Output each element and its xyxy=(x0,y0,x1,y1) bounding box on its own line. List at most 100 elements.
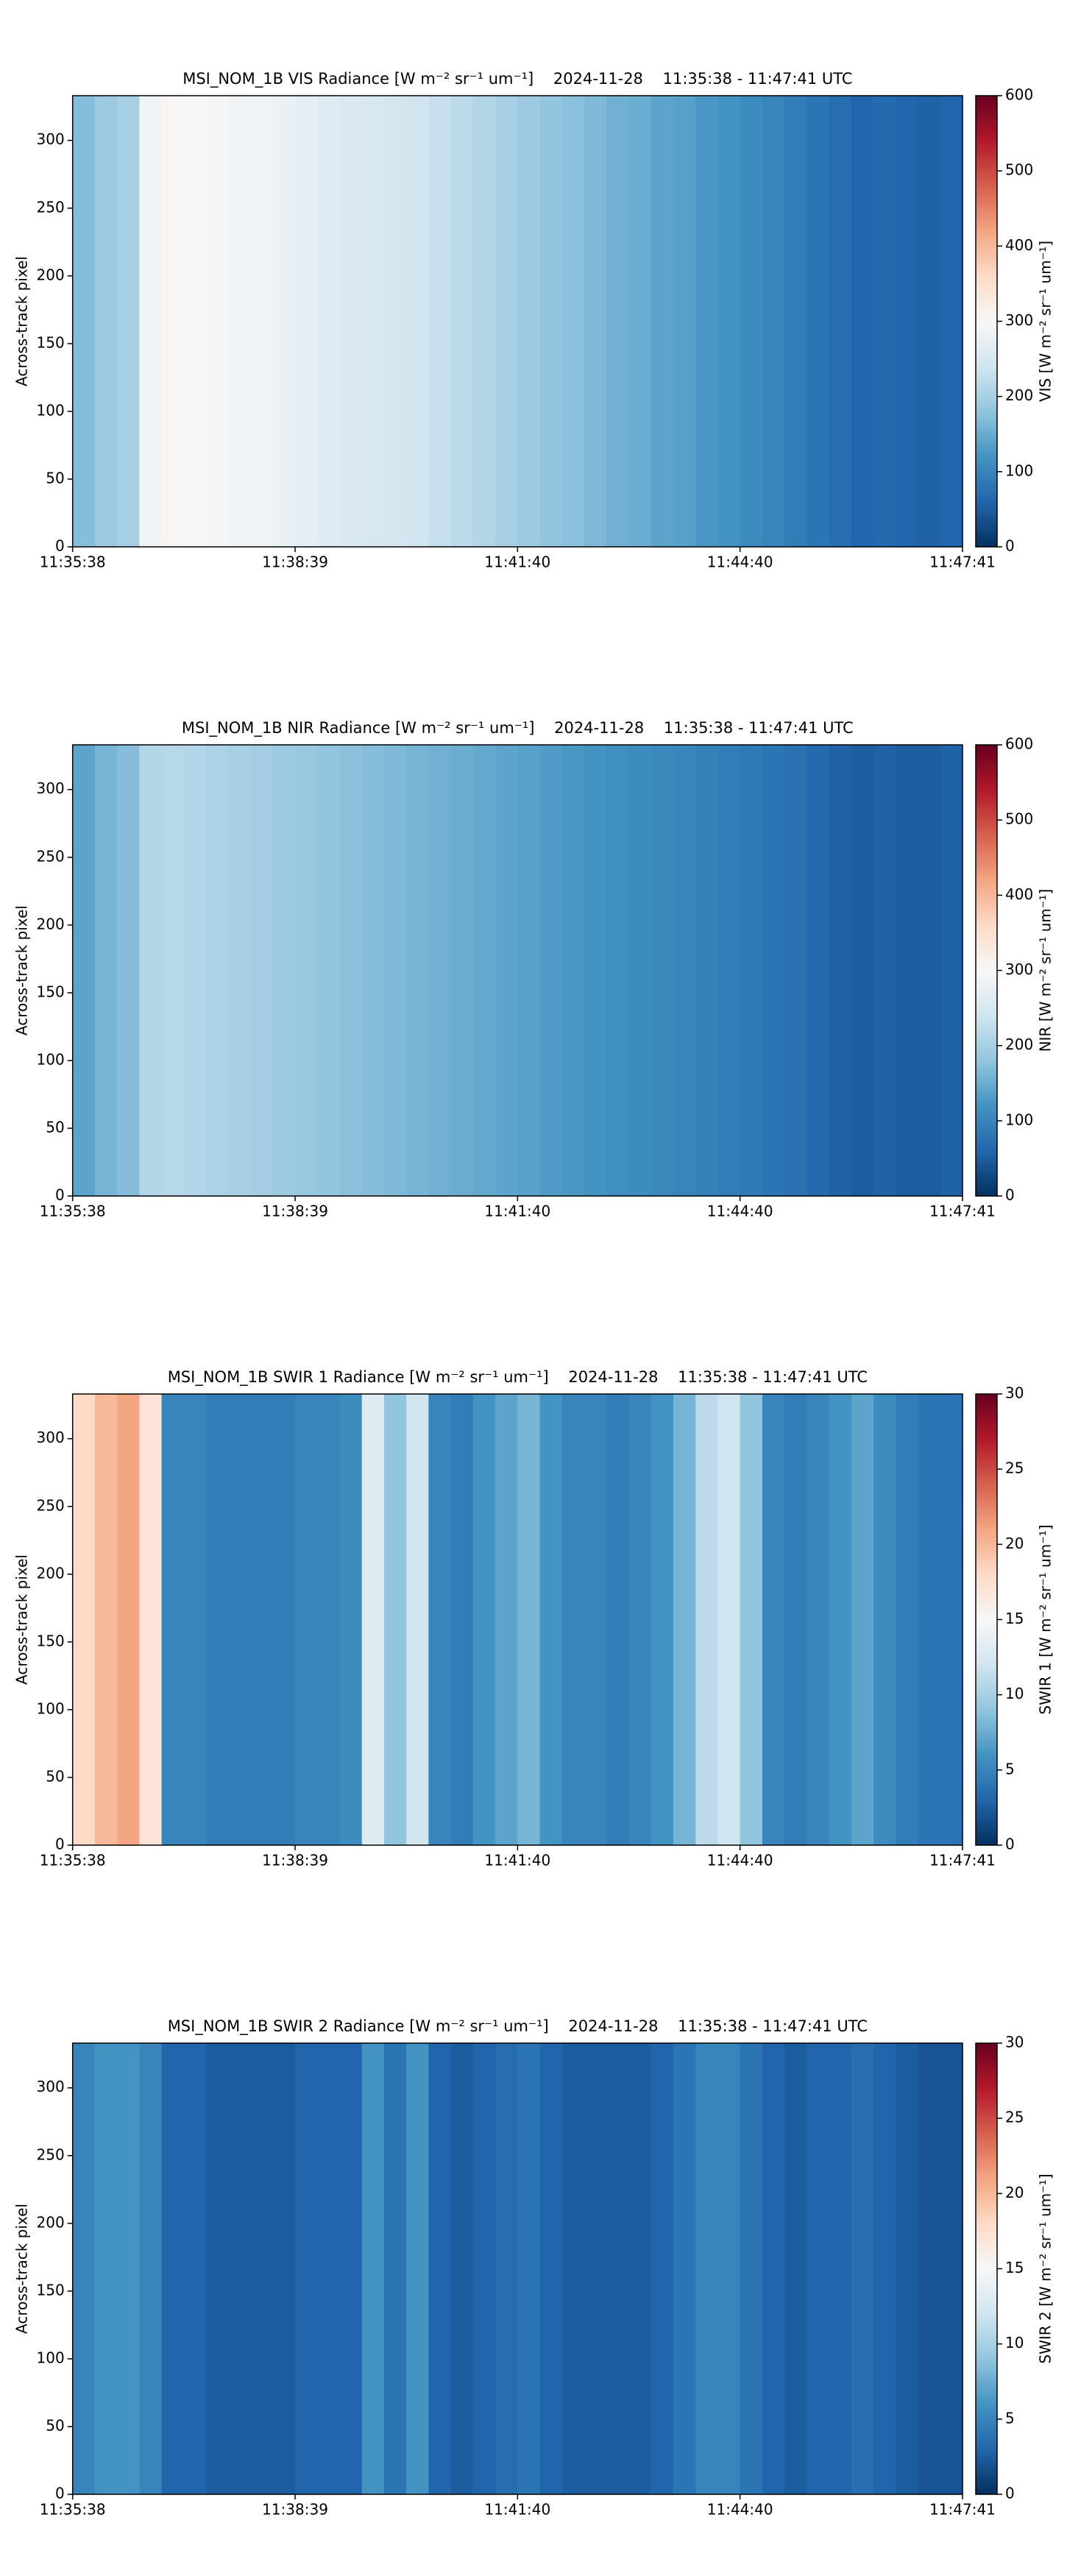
y-tick-label: 200 xyxy=(37,1564,65,1582)
heatmap-cell xyxy=(317,745,341,1196)
chart-title: MSI_NOM_1B SWIR 2 Radiance [W m⁻² sr⁻¹ u… xyxy=(168,2017,868,2036)
heatmap-cell xyxy=(628,1394,652,1845)
colorbar-tick-label: 20 xyxy=(1005,2184,1024,2201)
heatmap-cell xyxy=(250,2043,274,2494)
heatmap-cell xyxy=(139,1394,163,1845)
chart-title: MSI_NOM_1B SWIR 1 Radiance [W m⁻² sr⁻¹ u… xyxy=(168,1368,868,1387)
heatmap-cell xyxy=(740,2043,763,2494)
heatmap-cell xyxy=(495,96,518,547)
heatmap-cell xyxy=(228,1394,252,1845)
heatmap-cell xyxy=(606,2043,630,2494)
heatmap-cell xyxy=(539,2043,563,2494)
heatmap-cell xyxy=(206,2043,229,2494)
heatmap-cell xyxy=(183,1394,207,1845)
y-tick-label: 250 xyxy=(37,2145,65,2163)
colorbar xyxy=(975,2042,998,2495)
colorbar-tick-label: 200 xyxy=(1005,1036,1033,1053)
heatmap-cell xyxy=(561,96,585,547)
heatmap-cell xyxy=(517,2043,541,2494)
heatmap-cell xyxy=(72,745,96,1196)
heatmap-cell xyxy=(295,745,318,1196)
heatmap-cell xyxy=(628,745,652,1196)
heatmap-cell xyxy=(940,745,963,1196)
heatmap-cell xyxy=(851,745,874,1196)
heatmap-cell xyxy=(673,1394,696,1845)
x-tick-label: 11:41:40 xyxy=(484,553,550,571)
heatmap-cell xyxy=(918,96,941,547)
heatmap-cell xyxy=(272,2043,296,2494)
y-tick-label: 150 xyxy=(37,333,65,351)
heatmap-cell xyxy=(517,745,541,1196)
heatmap-cell xyxy=(807,745,830,1196)
y-tick-label: 100 xyxy=(37,1699,65,1717)
heatmap-cell xyxy=(228,745,252,1196)
heatmap-cell xyxy=(272,745,296,1196)
heatmap-cell xyxy=(72,96,96,547)
heatmap-cell xyxy=(695,96,719,547)
y-tick-label: 50 xyxy=(46,2416,64,2434)
colorbar-tick-label: 5 xyxy=(1005,1760,1015,1777)
heatmap-cell xyxy=(584,96,607,547)
heatmap-cell xyxy=(539,745,563,1196)
y-tick-label: 250 xyxy=(37,1496,65,1514)
heatmap-cell xyxy=(829,96,852,547)
heatmap-cell xyxy=(784,96,807,547)
heatmap-cell xyxy=(317,1394,341,1845)
heatmap-cell xyxy=(717,745,741,1196)
heatmap-cell xyxy=(139,96,163,547)
y-tick-label: 300 xyxy=(37,2078,65,2095)
heatmap-cell xyxy=(206,745,229,1196)
colorbar-tick-label: 100 xyxy=(1005,461,1033,479)
colorbar-tick-label: 25 xyxy=(1005,2109,1024,2126)
x-tick-label: 11:44:40 xyxy=(707,553,773,571)
heatmap-cell xyxy=(673,96,696,547)
heatmap-cell xyxy=(361,745,385,1196)
y-tick-label: 200 xyxy=(37,266,65,283)
heatmap-cell xyxy=(206,1394,229,1845)
heatmap-cell xyxy=(851,96,874,547)
heatmap-cell xyxy=(406,2043,430,2494)
y-tick-label: 200 xyxy=(37,915,65,933)
heatmap-cell xyxy=(851,2043,874,2494)
y-tick-label: 150 xyxy=(37,983,65,1000)
heatmap-cell xyxy=(829,1394,852,1845)
heatmap-cell xyxy=(717,96,741,547)
heatmap-cell xyxy=(450,2043,474,2494)
heatmap-cell xyxy=(183,2043,207,2494)
heatmap-cell xyxy=(183,96,207,547)
heatmap-cell xyxy=(807,2043,830,2494)
heatmap-cell xyxy=(161,96,185,547)
heatmap-cell xyxy=(406,1394,430,1845)
x-tick-label: 11:38:39 xyxy=(262,553,328,571)
heatmap-cell xyxy=(117,1394,140,1845)
colorbar-label: SWIR 2 [W m⁻² sr⁻¹ um⁻¹] xyxy=(1037,2173,1054,2363)
heatmap-cell xyxy=(272,1394,296,1845)
heatmap-cell xyxy=(717,2043,741,2494)
y-tick-label: 50 xyxy=(46,1118,64,1136)
heatmap-cell xyxy=(472,2043,496,2494)
heatmap-cell xyxy=(918,745,941,1196)
heatmap-cell xyxy=(651,2043,674,2494)
colorbar-tick-label: 600 xyxy=(1005,86,1033,104)
heatmap-cell xyxy=(762,2043,785,2494)
heatmap-cell xyxy=(851,1394,874,1845)
y-tick-label: 300 xyxy=(37,779,65,797)
x-tick-label: 11:35:38 xyxy=(40,1852,106,1869)
heatmap-cell xyxy=(450,96,474,547)
heatmap-cell xyxy=(829,2043,852,2494)
heatmap-cell xyxy=(428,1394,452,1845)
colorbar-tick-label: 400 xyxy=(1005,236,1033,254)
heatmap-cell xyxy=(717,1394,741,1845)
colorbar-tick-label: 600 xyxy=(1005,735,1033,753)
colorbar-tick-label: 300 xyxy=(1005,960,1033,978)
heatmap-cell xyxy=(339,745,363,1196)
heatmap-cell xyxy=(295,1394,318,1845)
x-tick-label: 11:41:40 xyxy=(484,2501,550,2519)
heatmap-cell xyxy=(896,96,919,547)
x-tick-label: 11:38:39 xyxy=(262,1852,328,1869)
heatmap-cell xyxy=(651,1394,674,1845)
y-tick-label: 100 xyxy=(37,1050,65,1068)
heatmap-cell xyxy=(695,1394,719,1845)
colorbar-label: VIS [W m⁻² sr⁻¹ um⁻¹] xyxy=(1037,241,1054,402)
heatmap-cell xyxy=(450,1394,474,1845)
